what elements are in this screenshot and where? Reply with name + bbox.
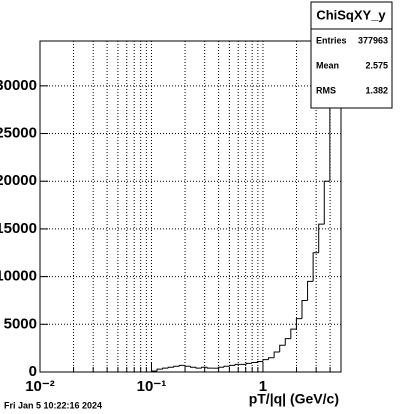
bar xyxy=(206,367,213,369)
frame xyxy=(39,40,342,373)
stats-value: 1.382 xyxy=(365,85,388,95)
bar xyxy=(234,363,241,366)
plot-area xyxy=(40,41,341,372)
stats-value: 2.575 xyxy=(365,60,388,70)
bar xyxy=(312,252,319,282)
bar xyxy=(229,364,236,367)
bar xyxy=(201,366,208,369)
bar xyxy=(323,180,330,225)
footer: Fri Jan 5 10:22:16 2024 xyxy=(4,400,102,410)
bar xyxy=(184,365,191,367)
x-tick-label: 10⁻¹ xyxy=(137,378,167,395)
y-tick-label: 15000 xyxy=(0,220,37,237)
bar xyxy=(262,359,269,362)
bar xyxy=(223,365,230,368)
bar xyxy=(307,280,314,301)
stats-value: 377963 xyxy=(358,35,388,45)
bar xyxy=(195,367,202,369)
bar xyxy=(290,328,297,339)
bar xyxy=(301,299,308,319)
bar xyxy=(156,368,163,372)
bar xyxy=(162,367,169,370)
bar xyxy=(167,366,174,369)
stats-label: Entries xyxy=(316,35,347,45)
x-tick-label: 10⁻² xyxy=(25,378,55,395)
y-tick-label: 10000 xyxy=(0,268,37,285)
stats-label: Mean xyxy=(316,60,339,70)
bar xyxy=(284,338,291,346)
bar xyxy=(173,365,180,368)
x-axis-label: pT/|q| (GeV/c) xyxy=(249,391,339,407)
y-tick-label: 30000 xyxy=(0,77,37,94)
bar xyxy=(217,366,224,369)
bar xyxy=(318,223,325,253)
chart-title: ChiSqXY_y xyxy=(316,7,386,22)
bar xyxy=(190,366,197,368)
bar xyxy=(295,318,302,330)
bar xyxy=(329,99,336,182)
y-tick-label: 25000 xyxy=(0,124,37,141)
bar xyxy=(279,344,286,352)
y-tick-label: 20000 xyxy=(0,172,37,189)
x-tick-label: 1 xyxy=(259,378,267,395)
y-tick-label: 0 xyxy=(29,363,37,380)
y-tick-label: 5000 xyxy=(4,315,37,332)
bar xyxy=(256,361,263,363)
stats-label: RMS xyxy=(316,85,336,95)
bar xyxy=(273,351,280,358)
bar xyxy=(178,364,185,367)
bar xyxy=(251,361,258,364)
bar xyxy=(268,357,275,360)
bar xyxy=(245,362,252,365)
stats-box xyxy=(310,1,393,109)
